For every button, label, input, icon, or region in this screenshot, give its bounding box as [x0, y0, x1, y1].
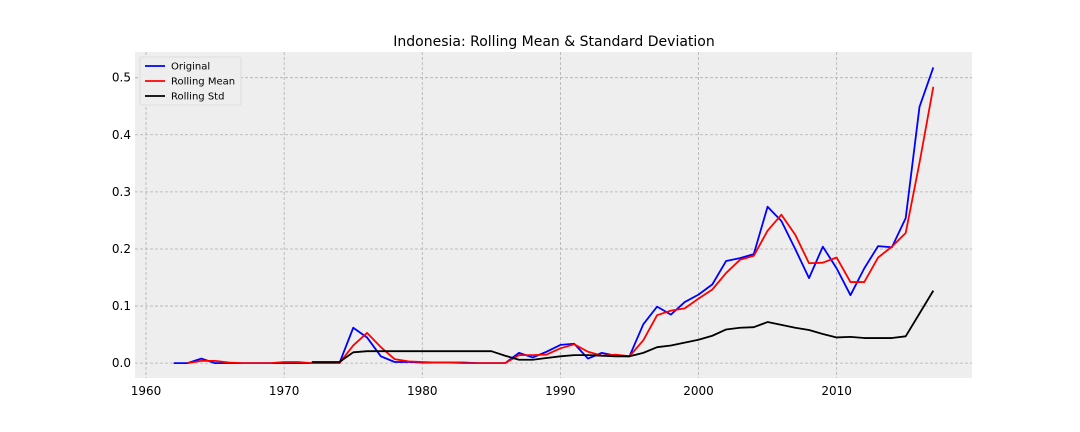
x-tick-label: 2000: [683, 384, 714, 398]
x-tick-label: 1960: [131, 384, 162, 398]
plot-area: [135, 52, 972, 378]
y-tick-label: 0.2: [112, 242, 131, 256]
y-tick-label: 0.3: [112, 185, 131, 199]
y-tick-label: 0.1: [112, 299, 131, 313]
legend-label: Rolling Std: [171, 92, 224, 103]
y-tick-label: 0.4: [112, 128, 131, 142]
legend-label: Original: [171, 62, 210, 73]
series-line-rolling-std: [311, 290, 935, 363]
legend-label: Rolling Mean: [171, 77, 235, 88]
grid-lines: [135, 52, 972, 378]
series-layer: [173, 67, 935, 365]
y-tick-label: 0.0: [112, 356, 131, 370]
legend-box: [139, 56, 242, 106]
legend: Original Rolling Mean Rolling Std: [139, 56, 242, 106]
chart-title: Indonesia: Rolling Mean & Standard Devia…: [393, 34, 714, 50]
axis-ticks: 1960 1970 1980 1990 2000 2010 0.0 0.1 0.2 0.3 0.4 0…: [112, 71, 852, 398]
series-line-original: [173, 67, 935, 365]
x-tick-label: 2010: [821, 384, 852, 398]
x-tick-label: 1970: [269, 384, 300, 398]
series-line-rolling-mean: [187, 86, 935, 365]
x-tick-label: 1980: [407, 384, 438, 398]
y-tick-label: 0.5: [112, 71, 131, 85]
x-tick-label: 1990: [545, 384, 576, 398]
